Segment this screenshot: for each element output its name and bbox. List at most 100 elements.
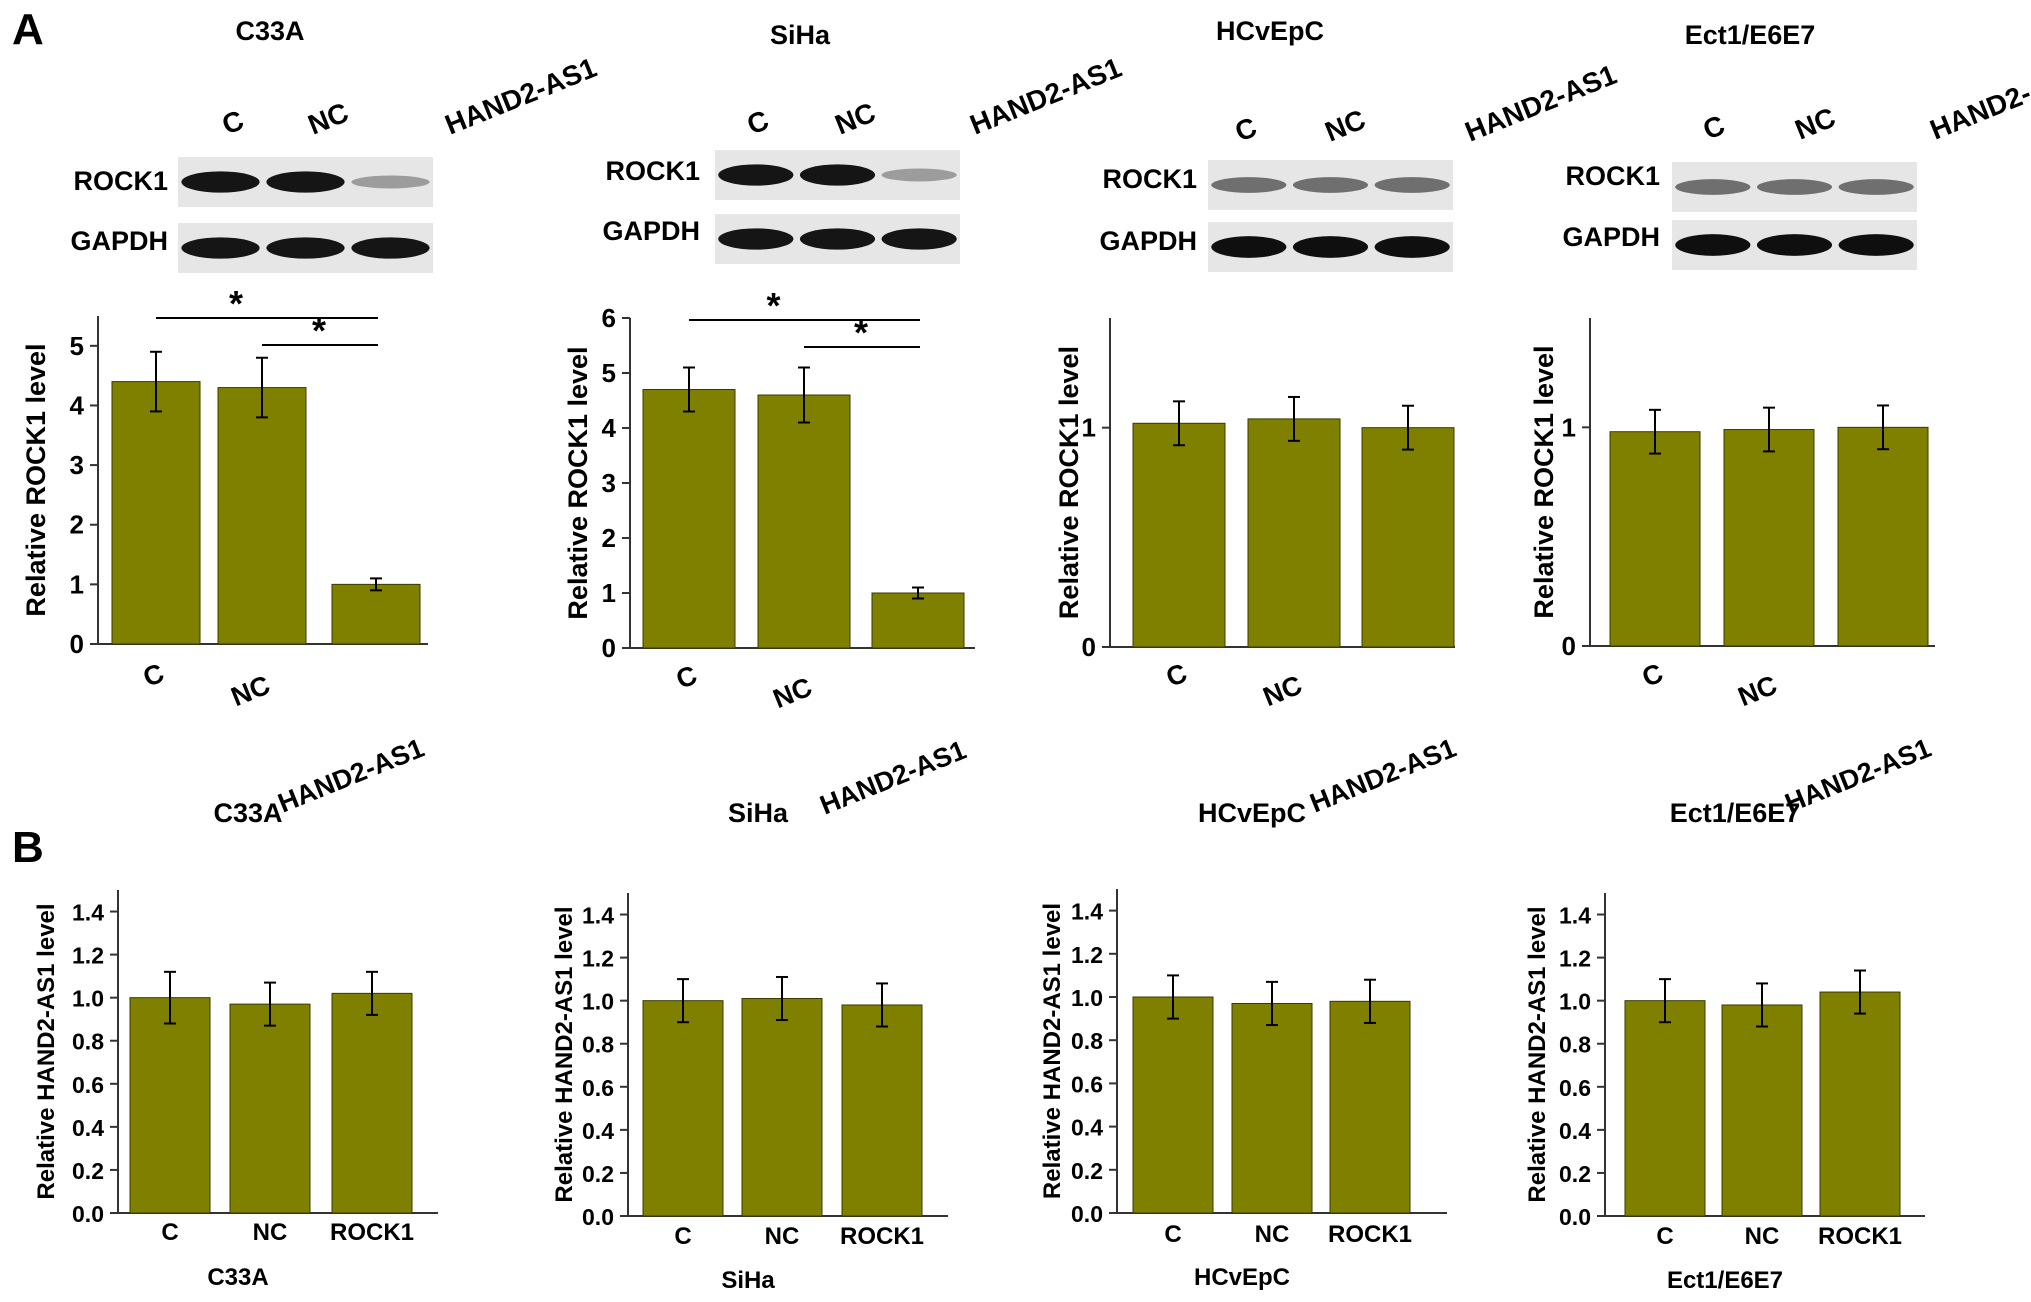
y-tick-label: 2 (602, 523, 616, 553)
significance-star: * (766, 285, 780, 326)
blot-lane-label: HAND2-AS1 (441, 52, 601, 141)
blot-band (881, 168, 957, 182)
x-category-label: ROCK1 (330, 1219, 414, 1246)
y-tick-label: 0.8 (1559, 1032, 1591, 1058)
significance-star: * (312, 310, 326, 351)
blot-lane-label: HAND2-AS1 (1926, 57, 2031, 146)
y-tick-label: 1.4 (582, 903, 614, 929)
y-axis-label: Relative HAND2-AS1 level (1524, 906, 1551, 1202)
bar (1247, 418, 1341, 648)
bar (331, 583, 421, 645)
y-tick-label: 2 (70, 510, 84, 540)
y-tick-label: 1.4 (1559, 903, 1591, 929)
blot-band (1756, 234, 1833, 256)
bar (757, 394, 851, 649)
x-category-label: C (1638, 658, 1667, 693)
y-axis-label: Relative HAND2-AS1 level (33, 903, 60, 1199)
x-axis-label: Ect1/E6E7 (1667, 1267, 1783, 1294)
x-category-label: HAND2-AS1 (1781, 733, 1936, 819)
y-axis-label: Relative ROCK1 level (1529, 345, 1559, 618)
bar (1819, 991, 1901, 1217)
bar (871, 592, 965, 649)
blot-cell-title: Ect1/E6E7 (1685, 20, 1816, 50)
bar (642, 389, 736, 649)
blot-group: SiHa C NC HAND2-AS1 ROCK1 GAPDH (602, 20, 1126, 264)
blot-group: Ect1/E6E7 C NC HAND2-AS1 ROCK1 GAPDH (1562, 20, 2031, 270)
y-tick-label: 0.2 (1559, 1161, 1591, 1187)
bar (741, 998, 823, 1217)
bar (642, 1000, 724, 1217)
y-tick-label: 0.6 (1559, 1075, 1591, 1101)
y-tick-label: 5 (70, 331, 84, 361)
blot-row-label-rock1: ROCK1 (605, 156, 700, 186)
chart-title: HCvEpC (1198, 798, 1306, 828)
y-tick-label: 1.2 (72, 943, 104, 969)
bar (1361, 427, 1455, 648)
y-tick-label: 1 (1562, 412, 1576, 442)
bar (331, 992, 413, 1214)
x-category-label: NC (769, 672, 816, 714)
blot-lane-label: NC (1791, 102, 1840, 146)
y-tick-label: 0.6 (1071, 1071, 1103, 1097)
blot-lane-label: C (1231, 111, 1261, 147)
blot-strip-rock1 (1672, 162, 1917, 212)
y-axis-label: Relative HAND2-AS1 level (551, 906, 578, 1202)
y-axis-label: Relative ROCK1 level (1054, 346, 1084, 619)
y-tick-label: 0.6 (582, 1075, 614, 1101)
blot-lane-label: C (1699, 109, 1729, 145)
blot-row-label-rock1: ROCK1 (1565, 161, 1660, 191)
x-axis-label: SiHa (721, 1267, 775, 1294)
y-tick-label: 0.8 (72, 1029, 104, 1055)
bar-chart: 0.0 0.2 0.4 0.6 0.8 1.0 1.2 1.4 Relative HAND2-A… (1524, 798, 1925, 1294)
blot-row-label-gapdh: GAPDH (1562, 222, 1660, 252)
bar (111, 381, 201, 645)
blot-band (181, 237, 260, 259)
blot-band (1675, 234, 1751, 256)
y-tick-label: 0.4 (1559, 1118, 1591, 1144)
y-tick-label: 0.0 (1559, 1204, 1591, 1230)
y-tick-label: 0 (1562, 631, 1576, 661)
y-tick-label: 1.2 (1559, 946, 1591, 972)
y-axis-label: Relative ROCK1 level (21, 343, 51, 616)
x-axis-label: HCvEpC (1194, 1264, 1290, 1291)
y-tick-label: 4 (602, 413, 617, 443)
bar (1624, 1000, 1706, 1217)
x-category-label: ROCK1 (1328, 1221, 1412, 1248)
blot-strip-rock1 (178, 157, 433, 207)
y-tick-label: 1.0 (582, 989, 614, 1015)
y-tick-label: 0 (1082, 632, 1096, 662)
blot-row-label-rock1: ROCK1 (73, 166, 168, 196)
y-tick-label: 1.2 (1071, 942, 1103, 968)
bar (1723, 429, 1815, 647)
blot-band (1838, 179, 1914, 195)
blot-band (1374, 177, 1450, 193)
y-tick-label: 0.0 (1071, 1201, 1103, 1227)
blot-strip-gapdh (715, 214, 960, 264)
blot-row-label-gapdh: GAPDH (1099, 226, 1197, 256)
bar-chart: 0.0 0.2 0.4 0.6 0.8 1.0 1.2 1.4 Relative HAND2-A… (33, 798, 438, 1291)
y-axis-label: Relative ROCK1 level (563, 346, 593, 619)
bar (1837, 426, 1929, 647)
x-category-label: NC (253, 1219, 288, 1246)
bar (1329, 1000, 1411, 1214)
x-category-label: HAND2-AS1 (816, 735, 971, 821)
y-tick-label: 1 (1082, 413, 1096, 443)
y-tick-label: 0 (70, 629, 84, 659)
x-category-label: C (1656, 1223, 1673, 1250)
y-axis-label: Relative HAND2-AS1 level (1039, 903, 1066, 1199)
x-category-label: ROCK1 (1818, 1223, 1902, 1250)
blot-band (881, 228, 957, 250)
panel-label-a: A (12, 5, 44, 54)
blot-band (718, 228, 794, 250)
significance-star: * (854, 312, 868, 353)
x-category-label: NC (1734, 670, 1781, 712)
bar (1231, 1002, 1313, 1214)
y-tick-label: 1 (602, 578, 616, 608)
blot-cell-title: C33A (235, 16, 304, 46)
x-category-label: NC (765, 1223, 800, 1250)
blot-band (1756, 179, 1833, 195)
